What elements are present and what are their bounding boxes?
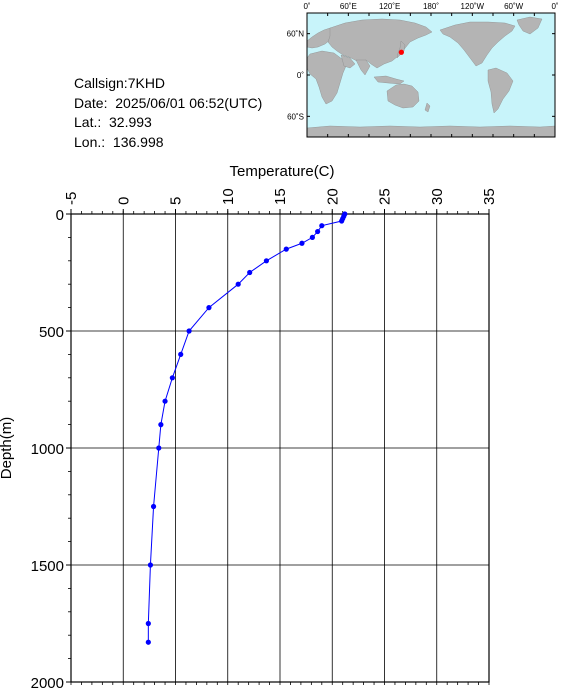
world-map: 0˚ 60˚E 120˚E 180˚ 120˚W 60˚W 0˚ 60˚N 0˚ 60˚S: [287, 2, 559, 138]
y-axis-title: Depth(m): [0, 417, 15, 480]
profile-point: [315, 228, 321, 235]
longitude-text: Lon.: 136.998: [74, 133, 164, 150]
y-tick-label: 1000: [31, 441, 64, 458]
profile-point: [247, 269, 253, 276]
date-text: Date: 2025/06/01 06:52(UTC): [74, 94, 263, 111]
land-asia: [327, 18, 433, 69]
map-lon-label: 120˚E: [379, 2, 400, 11]
map-lon-label: 0˚: [551, 2, 558, 11]
profile-point: [147, 562, 154, 568]
profile-point: [150, 503, 157, 510]
x-tick-label: 15: [272, 188, 289, 205]
profile-point: [145, 620, 151, 627]
y-tick-label: 0: [56, 207, 64, 224]
profile-point: [339, 218, 345, 224]
profile-point: [186, 328, 192, 334]
station-info: Callsign:7KHD Date: 2025/06/01 06:52(UTC…: [74, 74, 262, 152]
y-tick-label: 1500: [31, 558, 64, 575]
y-tick-labels: 0 500 1000 1500 2000: [31, 207, 64, 690]
map-latitude-labels: 60˚N 0˚ 60˚S: [287, 30, 305, 122]
x-tick-label: 0: [115, 197, 132, 205]
plot-frame: [70, 213, 490, 683]
x-tick-label: 20: [324, 188, 341, 205]
profile-point: [169, 375, 175, 381]
x-tick-label: 35: [481, 188, 498, 205]
latitude-text: Lat.: 32.993: [74, 114, 152, 130]
profile-point: [156, 445, 162, 451]
map-lat-label: 60˚S: [287, 112, 304, 121]
station-marker: [398, 49, 404, 55]
land-australia: [386, 83, 420, 109]
land-north-america: [439, 21, 516, 67]
minor-ticks: [66, 209, 490, 685]
land-south-america: [487, 67, 514, 114]
land-africa: [306, 50, 347, 105]
map-lon-label: 0˚: [303, 2, 310, 11]
y-tick-label: 2000: [31, 675, 64, 690]
profile-point: [162, 398, 168, 404]
map-lon-label: 60˚E: [340, 2, 357, 11]
profile-point: [235, 281, 241, 287]
profile-point: [178, 351, 184, 357]
land-indonesia: [373, 75, 405, 85]
profile-point: [319, 223, 325, 229]
profile-point: [299, 240, 305, 246]
x-tick-label: 25: [377, 188, 394, 205]
land-japan: [396, 40, 406, 59]
land-new-zealand: [424, 102, 431, 113]
profile-point: [158, 422, 164, 428]
profile-point: [309, 234, 315, 240]
land-arabia: [340, 54, 356, 69]
land-greenland: [516, 16, 543, 35]
map-ticks: [306, 13, 555, 137]
temperature-profile-points: [145, 211, 348, 645]
profile-point: [263, 258, 270, 264]
map-lat-label: 60˚N: [287, 30, 305, 39]
x-tick-label: 5: [168, 197, 185, 205]
x-tick-label: -5: [63, 192, 80, 205]
profile-point: [145, 639, 151, 645]
chart-grid: [70, 213, 490, 683]
map-lon-label: 180˚: [423, 2, 439, 11]
map-lon-label: 120˚W: [461, 2, 485, 11]
x-tick-labels: -5 0 5 10 15 20 25 30 35: [63, 188, 498, 205]
map-lon-label: 60˚W: [504, 2, 524, 11]
map-lat-label: 0˚: [297, 71, 304, 80]
profile-point: [283, 246, 289, 252]
x-tick-label: 30: [429, 188, 446, 205]
y-tick-label: 500: [39, 324, 64, 341]
map-longitude-labels: 0˚ 60˚E 120˚E 180˚ 120˚W 60˚W 0˚: [303, 2, 558, 11]
x-tick-label: 10: [220, 188, 237, 205]
profile-point: [206, 305, 212, 311]
callsign-text: Callsign:7KHD: [74, 75, 166, 91]
temperature-profile-line: [147, 213, 346, 643]
temperature-depth-chart: Temperature(C) Depth(m) -5 0 5 10 15 20 25 30 35…: [0, 163, 498, 690]
land-india: [355, 59, 371, 76]
x-axis-title: Temperature(C): [229, 163, 334, 180]
